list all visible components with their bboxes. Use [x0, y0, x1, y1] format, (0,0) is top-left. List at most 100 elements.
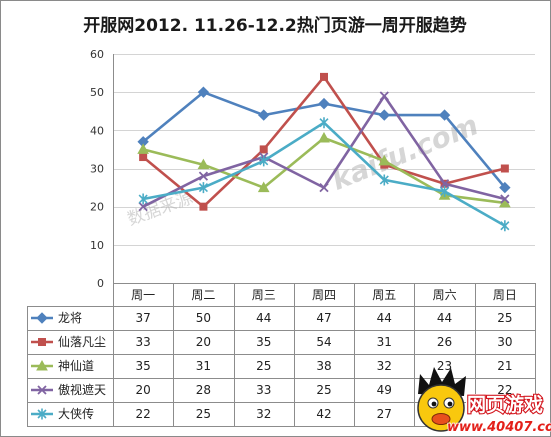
data-point	[258, 109, 270, 121]
mascot-pupil	[447, 401, 453, 407]
data-point	[198, 182, 208, 194]
category-label: 周二	[191, 288, 215, 302]
table-cell: 20	[196, 335, 211, 349]
legend-key-icon	[37, 408, 47, 420]
data-point	[438, 109, 451, 121]
table-cell: 31	[377, 335, 392, 349]
table-cell: 21	[497, 359, 512, 373]
site-logo: 网页游戏 www.40407.com	[417, 367, 551, 436]
table-cell: 38	[316, 359, 331, 373]
y-axis: 0 10 20 30 40 50 60	[90, 48, 114, 290]
data-point	[138, 202, 148, 212]
y-tick-label: 40	[90, 124, 104, 137]
y-tick-label: 30	[90, 163, 104, 176]
y-tick-label: 10	[90, 239, 104, 252]
table-cell: 22	[497, 383, 512, 397]
table-cell: 33	[136, 335, 151, 349]
mascot-face-icon	[417, 367, 466, 432]
table-cell: 35	[136, 359, 151, 373]
data-point	[500, 194, 510, 204]
data-point	[198, 171, 209, 181]
table-cell: 35	[256, 335, 271, 349]
table-cell: 50	[196, 311, 211, 325]
data-point	[319, 117, 329, 129]
table-cell: 23	[437, 359, 452, 373]
table-cell: 27	[377, 407, 392, 421]
mascot-mouth	[431, 413, 451, 425]
category-label: 周四	[312, 288, 336, 302]
data-point	[319, 182, 329, 193]
y-tick-label: 50	[90, 86, 104, 99]
table-cell: 47	[316, 311, 331, 325]
table-cell: 20	[136, 383, 151, 397]
table-cell: 49	[377, 383, 392, 397]
table-cell: 30	[497, 335, 512, 349]
data-point	[199, 202, 208, 211]
data-point	[440, 185, 450, 197]
table-cell: 37	[136, 311, 151, 325]
table-cell: 44	[256, 311, 271, 325]
table-cell: 25	[497, 311, 512, 325]
mascot-pupil	[431, 401, 437, 407]
category-label: 周日	[493, 288, 517, 302]
data-point	[439, 179, 450, 189]
data-point	[379, 174, 389, 186]
data-point	[139, 153, 148, 162]
table-cell: 25	[256, 359, 271, 373]
data-point	[378, 154, 391, 166]
table-cell: 31	[196, 359, 211, 373]
mascot-face	[417, 384, 465, 432]
data-point	[320, 72, 328, 81]
table-cell: 32	[256, 407, 271, 421]
data-point	[378, 109, 390, 121]
table-cell: 22	[136, 407, 151, 421]
y-tick-label: 0	[97, 277, 104, 290]
category-label: 周三	[252, 288, 276, 302]
data-point	[197, 158, 210, 170]
table-cell: 25	[316, 383, 331, 397]
y-tick-label: 20	[90, 201, 104, 214]
table-cell: 25	[196, 407, 211, 421]
table-row-label: 大侠传	[58, 406, 94, 421]
table-cell: 44	[437, 311, 452, 325]
data-point	[500, 220, 510, 232]
category-label: 周一	[131, 288, 155, 302]
data-point	[259, 155, 269, 167]
logo-backdrop	[445, 419, 550, 436]
y-tick-label: 60	[90, 48, 104, 61]
logo-url-text: www.40407.com	[447, 420, 551, 435]
table-row-label: 神仙道	[58, 359, 94, 373]
data-point	[137, 143, 149, 154]
table-row-label: 龙将	[58, 311, 82, 325]
table-row-label: 傲视遮天	[58, 382, 106, 397]
data-point	[197, 86, 210, 98]
gridlines	[113, 54, 535, 246]
table-cell: 44	[377, 311, 392, 325]
data-point	[500, 164, 509, 173]
data-point	[499, 181, 511, 194]
data-point	[257, 181, 270, 193]
table-cell: 26	[437, 335, 452, 349]
table-cell: 32	[377, 359, 392, 373]
legend-key-icon	[38, 338, 46, 346]
table-cell: 28	[196, 383, 211, 397]
data-point	[259, 145, 268, 154]
category-label: 周六	[433, 288, 457, 302]
data-point	[318, 131, 330, 143]
data-point	[138, 193, 148, 205]
data-point	[318, 97, 330, 110]
logo-name-text: 网页游戏	[467, 393, 543, 416]
legend-key-icon	[37, 385, 47, 395]
legend-key-icon	[36, 312, 48, 324]
table-cell: 33	[256, 383, 271, 397]
data-point	[379, 91, 389, 101]
legend-key-icon	[36, 359, 48, 371]
chart-title: 开服网2012. 11.26-12.2热门页游一周开服趋势	[83, 15, 466, 36]
category-label: 周五	[372, 288, 396, 302]
table-cell: 42	[316, 407, 331, 421]
table-row-label: 仙落凡尘	[58, 335, 106, 349]
table-cell: 54	[316, 335, 331, 349]
series-layer	[137, 72, 511, 232]
